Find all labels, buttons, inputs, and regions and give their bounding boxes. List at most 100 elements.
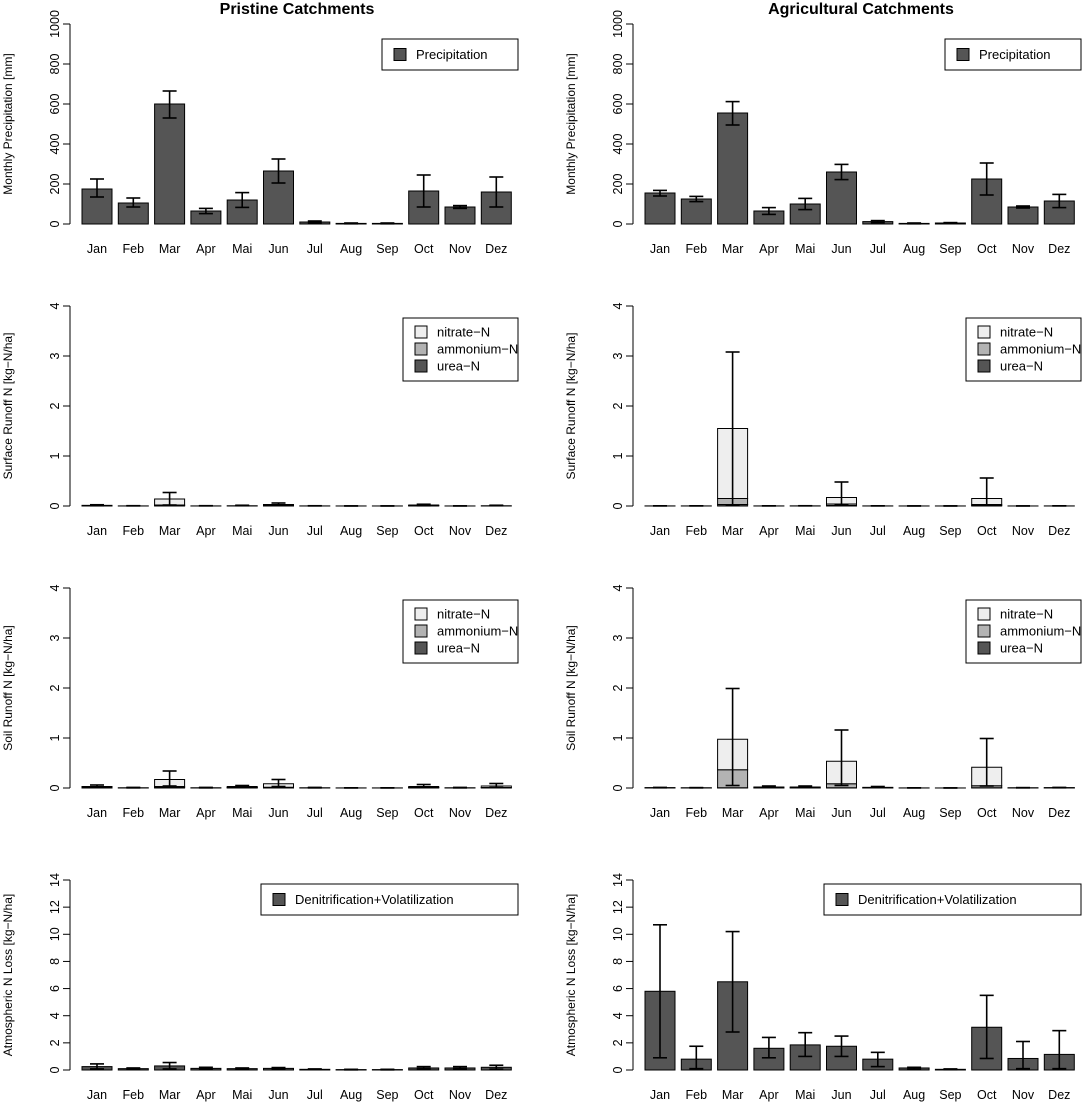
y-tick-label: 6 — [611, 985, 625, 992]
x-tick-label: Dez — [1048, 806, 1070, 820]
x-tick-label: Jan — [650, 524, 670, 538]
y-tick-label: 4 — [611, 584, 625, 591]
x-tick-label: Oct — [977, 242, 997, 256]
x-tick-label: Mai — [795, 1088, 815, 1102]
legend-label: ammonium−N — [437, 624, 518, 639]
x-tick-label: Oct — [414, 242, 434, 256]
legend-label: ammonium−N — [437, 342, 518, 357]
x-tick-label: Mar — [722, 1088, 744, 1102]
x-tick-label: Mai — [232, 1088, 252, 1102]
chart-atmos-pristine: 0 2 4 6 8 10 12 14 Atmospheric N Loss [kg−N/ha] J… — [1, 873, 519, 1102]
y-tick-label: 2 — [611, 684, 625, 691]
y-tick-label: 0 — [48, 1066, 62, 1073]
legend-swatch — [414, 342, 428, 356]
legend-swatch — [977, 607, 991, 621]
y-tick-label: 8 — [611, 958, 625, 965]
y-tick-label: 0 — [48, 502, 62, 509]
x-tick-label: Jan — [87, 242, 107, 256]
y-tick-label: 400 — [611, 134, 625, 155]
y-tick-label: 3 — [48, 352, 62, 359]
bar-mar — [154, 103, 186, 225]
legend-label: Denitrification+Volatilization — [295, 892, 454, 907]
y-tick-label: 4 — [611, 302, 625, 309]
legend-swatch — [414, 359, 428, 373]
legend-label: Denitrification+Volatilization — [858, 892, 1017, 907]
y-tick-label: 4 — [48, 302, 62, 309]
x-tick-label: Feb — [123, 1088, 145, 1102]
x-tick-label: Apr — [196, 806, 215, 820]
x-tick-label: Feb — [686, 806, 708, 820]
chart-surface-pristine: 0 1 2 3 4 Surface Runoff N [kg−N/ha] Jan Feb Mar… — [1, 302, 519, 538]
y-tick-label: 14 — [48, 873, 62, 887]
legend-swatch — [977, 325, 991, 339]
y-tick-label: 3 — [611, 634, 625, 641]
x-tick-label: Sep — [376, 524, 398, 538]
legend-swatch — [414, 325, 428, 339]
legend-label: urea−N — [437, 641, 480, 656]
y-tick-label: 1000 — [48, 10, 62, 38]
y-tick-label: 0 — [611, 502, 625, 509]
x-tick-label: Mar — [722, 806, 744, 820]
legend-label: urea−N — [1000, 641, 1043, 656]
x-tick-label: Aug — [340, 1088, 362, 1102]
x-tick-label: Mai — [232, 242, 252, 256]
y-axis-label: Surface Runoff N [kg−N/ha] — [1, 333, 15, 480]
y-axis-label: Atmospheric N Loss [kg−N/ha] — [1, 894, 15, 1056]
y-tick-label: 1 — [611, 734, 625, 741]
x-tick-label: Nov — [449, 242, 472, 256]
x-tick-label: Mai — [232, 806, 252, 820]
x-tick-label: Jul — [870, 242, 886, 256]
x-tick-label: Nov — [1012, 242, 1035, 256]
y-tick-label: 0 — [611, 220, 625, 227]
chart-soil-pristine: 0 1 2 3 4 Soil Runoff N [kg−N/ha] Jan Feb Mar Apr… — [1, 584, 519, 820]
x-tick-label: Feb — [123, 806, 145, 820]
x-tick-label: Aug — [340, 242, 362, 256]
y-tick-label: 12 — [611, 900, 625, 914]
x-tick-label: Jan — [87, 806, 107, 820]
x-tick-label: Apr — [196, 1088, 215, 1102]
x-tick-label: Oct — [977, 806, 997, 820]
x-tick-label: Feb — [123, 524, 145, 538]
bar-nov — [1007, 206, 1039, 225]
legend-swatch — [414, 607, 428, 621]
x-tick-label: Sep — [939, 806, 961, 820]
x-tick-label: Mai — [795, 524, 815, 538]
x-tick-label: Sep — [376, 1088, 398, 1102]
x-tick-label: Jul — [870, 524, 886, 538]
x-tick-label: Mai — [795, 242, 815, 256]
legend-swatch — [414, 641, 428, 655]
legend-swatch — [977, 641, 991, 655]
legend-box — [260, 883, 519, 916]
x-tick-label: Aug — [903, 242, 925, 256]
x-tick-label: Oct — [977, 524, 997, 538]
y-tick-label: 12 — [48, 900, 62, 914]
legend-swatch — [414, 624, 428, 638]
x-tick-label: Dez — [1048, 242, 1070, 256]
y-axis-label: Soil Runoff N [kg−N/ha] — [1, 625, 15, 751]
legend-label: nitrate−N — [1000, 607, 1053, 622]
y-tick-label: 10 — [611, 927, 625, 941]
y-axis-label: Monthly Precipitation [mm] — [564, 53, 578, 194]
legend-swatch — [835, 893, 849, 906]
legend-label: ammonium−N — [1000, 342, 1081, 357]
x-tick-label: Jun — [831, 242, 851, 256]
legend-label: Precipitation — [416, 47, 488, 62]
y-tick-label: 2 — [48, 1039, 62, 1046]
x-tick-label: Mar — [722, 524, 744, 538]
y-tick-label: 6 — [48, 985, 62, 992]
x-tick-label: Apr — [759, 242, 778, 256]
x-tick-label: Mai — [795, 806, 815, 820]
x-tick-label: Feb — [686, 1088, 708, 1102]
legend-label: nitrate−N — [437, 607, 490, 622]
x-tick-label: Jul — [307, 242, 323, 256]
y-tick-label: 14 — [611, 873, 625, 887]
x-tick-label: Apr — [196, 524, 215, 538]
y-tick-label: 3 — [48, 634, 62, 641]
x-tick-label: Mar — [159, 806, 181, 820]
bar-jan — [644, 192, 676, 225]
y-tick-label: 200 — [611, 174, 625, 195]
y-tick-label: 10 — [48, 927, 62, 941]
x-tick-label: Jun — [831, 1088, 851, 1102]
x-tick-label: Oct — [414, 524, 434, 538]
